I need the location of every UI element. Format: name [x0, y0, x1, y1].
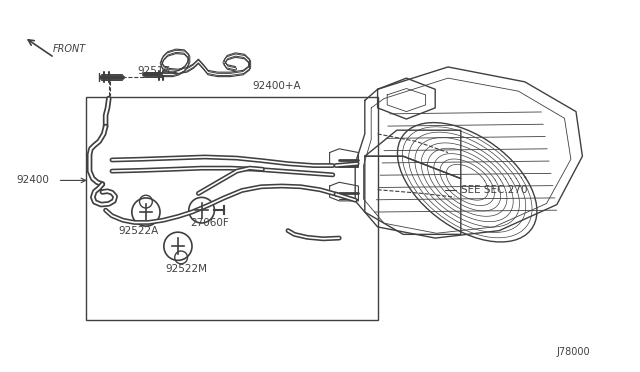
Text: SEE SEC.270: SEE SEC.270 [461, 185, 527, 195]
Text: 92400+A: 92400+A [253, 81, 301, 90]
Text: J78000: J78000 [557, 347, 591, 356]
Text: 92400: 92400 [16, 176, 49, 185]
Text: 27060F: 27060F [191, 218, 230, 228]
Bar [86, 97, 378, 320]
Text: 92522M: 92522M [165, 264, 207, 273]
Text: 92522A: 92522A [118, 227, 159, 236]
Text: FRONT: FRONT [53, 44, 86, 54]
Text: 92516: 92516 [138, 66, 171, 76]
